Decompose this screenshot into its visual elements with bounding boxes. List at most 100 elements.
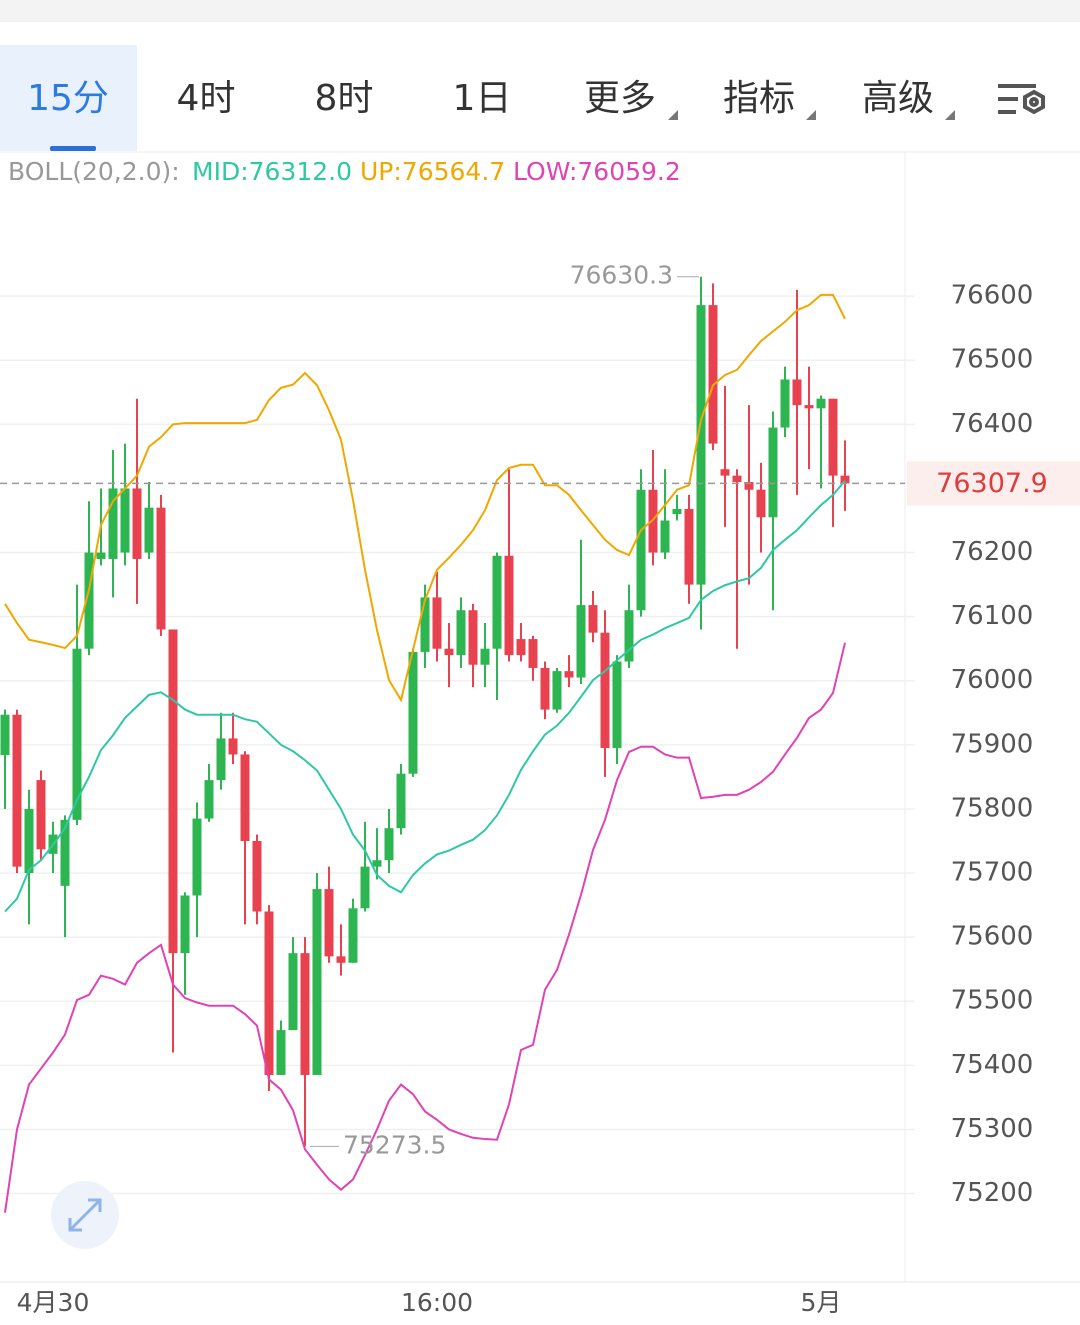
candle-body bbox=[588, 605, 598, 633]
candle-body bbox=[720, 469, 730, 476]
max-label: 76630.3 bbox=[570, 261, 673, 290]
candle-body bbox=[96, 552, 106, 559]
y-tick-label: 75500 bbox=[951, 986, 1034, 1016]
candle-body bbox=[840, 475, 850, 484]
candle-body bbox=[444, 648, 454, 656]
boll-line bbox=[4, 480, 846, 913]
y-tick-label: 76000 bbox=[951, 665, 1034, 695]
candle-body bbox=[24, 808, 34, 874]
y-tick-label: 75600 bbox=[951, 922, 1034, 952]
candle-body bbox=[660, 520, 670, 553]
candle-body bbox=[324, 889, 334, 957]
min-label: 75273.5 bbox=[343, 1130, 446, 1159]
candle-body bbox=[252, 840, 262, 912]
tab[interactable]: 1日 bbox=[453, 78, 512, 119]
candle-body bbox=[360, 866, 370, 909]
y-tick-label: 75900 bbox=[951, 729, 1034, 759]
candle-body bbox=[684, 508, 694, 585]
candle-body bbox=[768, 427, 778, 518]
candle-body bbox=[612, 661, 622, 749]
candle-body bbox=[0, 714, 10, 756]
tab-selected-bg bbox=[0, 45, 137, 151]
candle-body bbox=[600, 632, 610, 749]
candle-body bbox=[336, 956, 346, 963]
candle-body bbox=[216, 738, 226, 781]
candle-body bbox=[756, 489, 766, 518]
candle-body bbox=[12, 714, 22, 867]
candle-body bbox=[552, 671, 562, 710]
candle-body bbox=[264, 911, 274, 1075]
candle-body bbox=[420, 597, 430, 652]
candle-body bbox=[708, 305, 718, 444]
tab[interactable]: 15分 bbox=[27, 78, 109, 119]
candle-body bbox=[168, 629, 178, 954]
y-tick-label: 76400 bbox=[951, 409, 1034, 439]
tab-indicator bbox=[50, 146, 96, 151]
status-strip bbox=[0, 0, 1080, 22]
y-tick-label: 76100 bbox=[951, 601, 1034, 631]
candle-body bbox=[300, 953, 310, 1075]
expand-button[interactable] bbox=[51, 1181, 119, 1249]
candle-body bbox=[732, 475, 742, 483]
tab[interactable]: 指标 bbox=[723, 78, 795, 119]
candle-body bbox=[156, 507, 166, 630]
x-tick-label: 4月30 bbox=[17, 1288, 90, 1317]
y-tick-label: 75800 bbox=[951, 793, 1034, 823]
candle-body bbox=[744, 482, 754, 490]
candle-body bbox=[504, 555, 514, 656]
candle-body bbox=[396, 773, 406, 829]
settings-icon[interactable] bbox=[998, 84, 1045, 115]
boll-line bbox=[4, 293, 846, 703]
candle-body bbox=[408, 651, 418, 774]
y-tick-label: 75200 bbox=[951, 1178, 1034, 1208]
candle-body bbox=[528, 639, 538, 668]
candle-body bbox=[636, 489, 646, 611]
candle-body bbox=[624, 610, 634, 662]
candle-body bbox=[456, 610, 466, 656]
candle-body bbox=[432, 597, 442, 649]
x-tick-label: 5月 bbox=[801, 1288, 842, 1317]
candle-body bbox=[108, 488, 118, 559]
last-price-bg bbox=[907, 461, 1080, 506]
candle-body bbox=[72, 648, 82, 820]
candle-body bbox=[84, 552, 94, 649]
dropdown-arrow bbox=[668, 110, 678, 120]
candle-body bbox=[564, 671, 574, 678]
candle-body bbox=[288, 953, 298, 1031]
candle-body bbox=[60, 819, 70, 886]
candle-body bbox=[492, 555, 502, 649]
y-tick-label: 75400 bbox=[951, 1050, 1034, 1080]
tab[interactable]: 更多 bbox=[584, 78, 656, 119]
candle-body bbox=[144, 507, 154, 553]
boll-line bbox=[4, 642, 846, 1213]
candle-body bbox=[540, 667, 550, 710]
candle-body bbox=[204, 780, 214, 819]
candle-body bbox=[696, 305, 706, 585]
candle-body bbox=[516, 639, 526, 656]
y-tick-label: 75300 bbox=[951, 1114, 1034, 1144]
candle-body bbox=[792, 379, 802, 406]
legend-entry: UP:76564.7 bbox=[360, 157, 505, 186]
candle-body bbox=[132, 488, 142, 559]
candle-body bbox=[828, 398, 838, 476]
candle-body bbox=[780, 379, 790, 428]
legend-entry: MID:76312.0 bbox=[192, 157, 352, 186]
indicator-title: BOLL(20,2.0): bbox=[8, 157, 180, 186]
candle-body bbox=[312, 889, 322, 1075]
candle-body bbox=[804, 405, 814, 409]
legend-entry: LOW:76059.2 bbox=[513, 157, 681, 186]
candle-body bbox=[372, 860, 382, 867]
y-tick-label: 76200 bbox=[951, 537, 1034, 567]
y-tick-label: 75700 bbox=[951, 858, 1034, 888]
candle-body bbox=[672, 508, 682, 515]
candle-body bbox=[468, 610, 478, 665]
tab[interactable]: 8时 bbox=[315, 78, 374, 119]
tab[interactable]: 高级 bbox=[862, 78, 934, 119]
tab[interactable]: 4时 bbox=[177, 78, 236, 119]
x-tick-label: 16:00 bbox=[401, 1288, 473, 1317]
candle-body bbox=[228, 738, 238, 755]
y-tick-label: 76500 bbox=[951, 345, 1034, 375]
candle-body bbox=[276, 1030, 286, 1075]
